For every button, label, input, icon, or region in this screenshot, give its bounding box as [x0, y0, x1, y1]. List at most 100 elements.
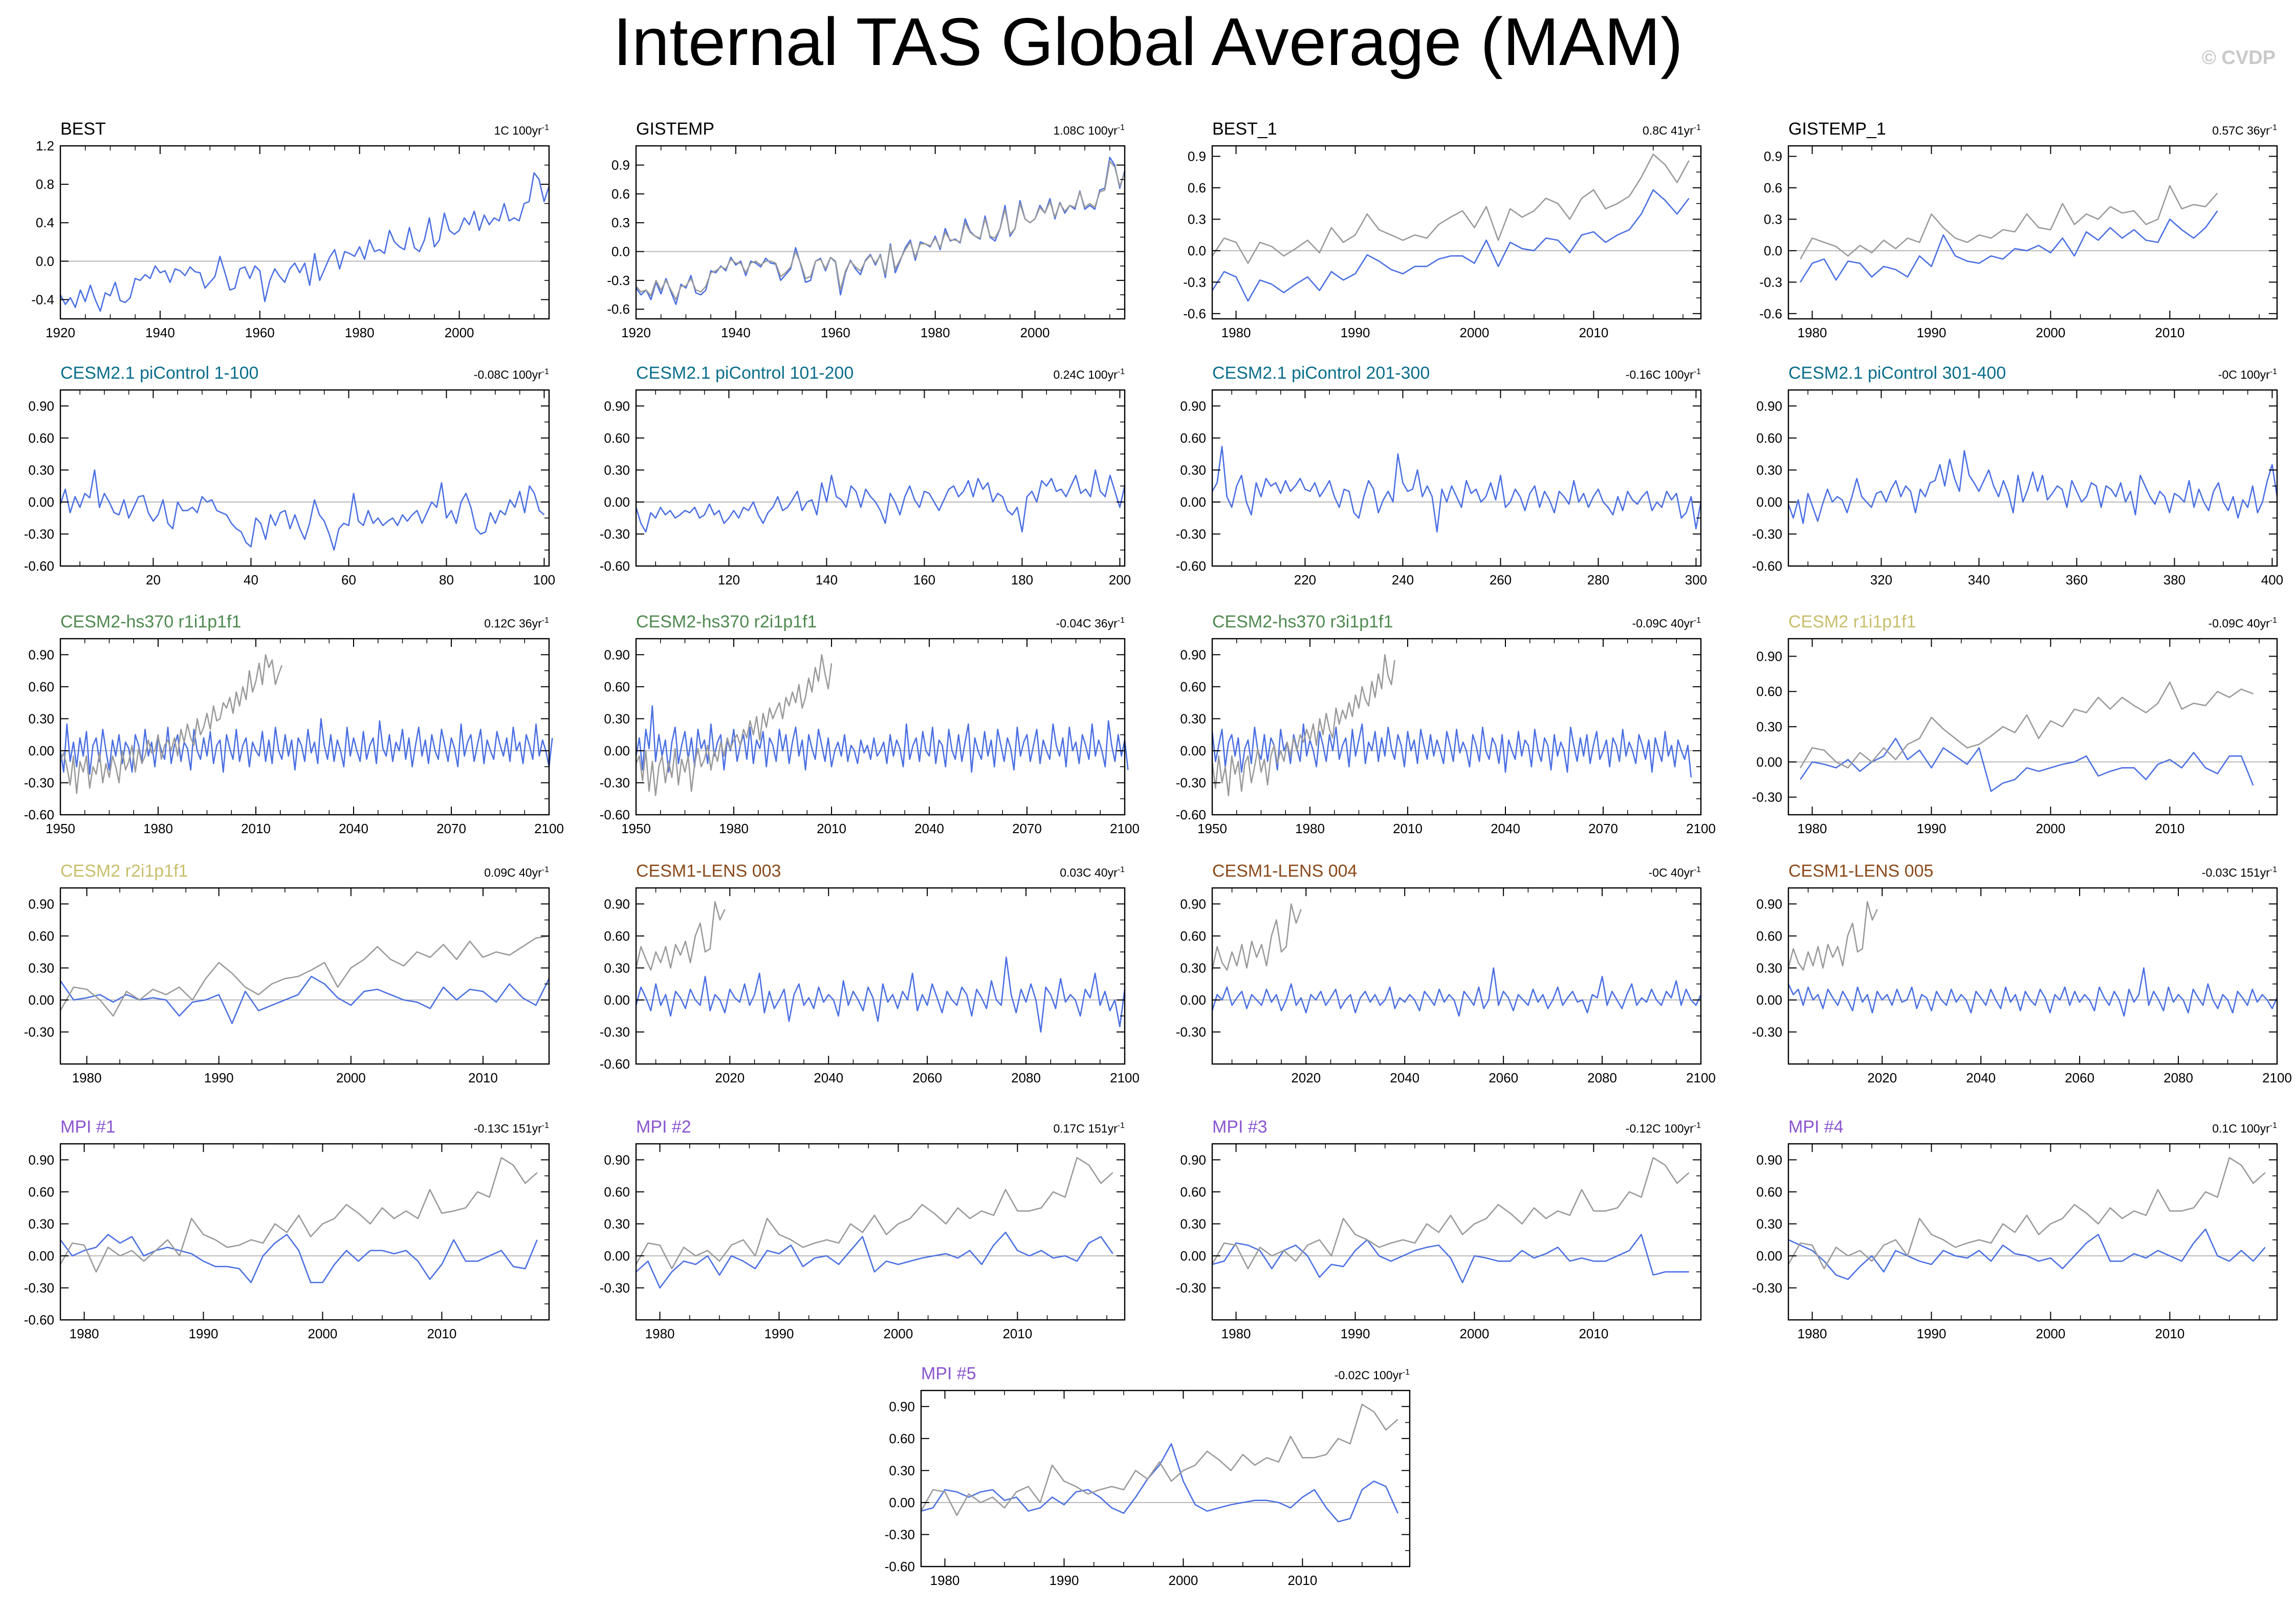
panel-title: MPI #1	[60, 1117, 116, 1137]
y-tick-label: -0.60	[600, 807, 630, 822]
y-tick-label: 0.60	[604, 430, 630, 446]
y-tick-label: -0.4	[31, 292, 54, 307]
x-tick-label: 80	[439, 572, 454, 588]
x-tick-label: 2040	[1491, 821, 1520, 836]
y-tick-label: 0.3	[1188, 211, 1206, 227]
y-tick-label: 0.00	[1756, 1248, 1782, 1264]
panel-title: MPI #3	[1212, 1117, 1267, 1137]
x-tick-label: 120	[718, 572, 740, 588]
x-tick-label: 1980	[930, 1573, 960, 1588]
plot-frame	[1211, 1143, 1702, 1321]
model-series-line	[59, 975, 550, 1025]
y-tick-label: 0.90	[28, 398, 54, 414]
trend-label: 0.1C 100yr-1	[2212, 1121, 2277, 1135]
y-tick-label: 0.0	[1188, 243, 1206, 258]
model-series-line	[59, 718, 553, 775]
y-tick-label: -0.6	[607, 301, 630, 317]
x-tick-label: 2000	[1169, 1573, 1198, 1588]
trend-label: -0C 100yr-1	[2218, 367, 2277, 381]
y-tick-label: 0.60	[1756, 1184, 1782, 1200]
plot-frame	[1787, 389, 2278, 567]
y-tick-label: 0.30	[1180, 1216, 1206, 1231]
panel-pic_4: CESM2.1 piControl 301-400 -0C 100yr-1 -0.6…	[1752, 363, 2283, 588]
observed-series-line	[635, 654, 833, 796]
plot-frame	[1787, 887, 2278, 1065]
model-series-line	[1788, 1228, 2266, 1280]
x-tick-label: 2010	[2155, 821, 2184, 836]
y-tick-label: 0.30	[1756, 1216, 1782, 1231]
x-tick-label: 2000	[445, 325, 474, 340]
y-tick-label: 0.8	[36, 177, 54, 192]
x-tick-label: 1980	[70, 1326, 99, 1341]
y-tick-label: 0.9	[1764, 148, 1782, 164]
x-tick-label: 1980	[143, 821, 173, 836]
trend-label: 0.24C 100yr-1	[1053, 367, 1125, 381]
y-tick-label: 0.00	[28, 992, 54, 1008]
x-tick-label: 1980	[1221, 325, 1251, 340]
panel-title: CESM2 r2i1p1f1	[60, 861, 188, 881]
trend-label: 0.8C 41yr-1	[1643, 123, 1701, 137]
y-tick-label: 0.30	[604, 1216, 630, 1231]
x-tick-label: 1950	[1197, 821, 1227, 836]
trend-label: 0.03C 40yr-1	[1060, 865, 1125, 879]
y-tick-label: -0.60	[885, 1559, 915, 1574]
panel-hs_2: CESM2-hs370 r2i1p1f1 -0.04C 36yr-1 -0.60 -0…	[600, 612, 1140, 836]
panel-title: CESM1-LENS 005	[1788, 861, 1933, 881]
x-tick-label: 2070	[436, 821, 466, 836]
x-tick-label: 2000	[308, 1326, 338, 1341]
y-tick-label: 0.6	[1188, 180, 1206, 195]
observed-series-line	[1800, 681, 2254, 769]
x-tick-label: 2100	[1686, 821, 1716, 836]
y-tick-label: 0.60	[889, 1431, 915, 1446]
observed-series-line	[1787, 901, 1878, 971]
x-tick-label: 360	[2066, 572, 2088, 588]
y-tick-label: 0.00	[1180, 494, 1206, 510]
observed-series-line	[1211, 903, 1302, 971]
y-tick-label: -0.60	[1176, 807, 1206, 822]
figure-title: Internal TAS Global Average (MAM)	[613, 4, 1683, 79]
y-tick-label: 0.60	[28, 679, 54, 694]
plot-frame	[59, 887, 550, 1065]
model-series-line	[1800, 210, 2218, 283]
y-tick-label: -0.6	[1183, 306, 1206, 321]
y-tick-label: 0.60	[28, 1184, 54, 1200]
x-tick-label: 220	[1294, 572, 1316, 588]
x-tick-label: 1990	[1917, 325, 1947, 340]
model-series-line	[1787, 450, 2278, 524]
x-tick-label: 100	[533, 572, 555, 588]
x-tick-label: 2010	[2155, 325, 2184, 340]
y-tick-label: 0.0	[611, 244, 630, 259]
trend-label: 0.57C 36yr-1	[2212, 123, 2277, 137]
y-tick-label: 0.60	[28, 928, 54, 944]
panel-title: GISTEMP	[636, 119, 714, 139]
trend-label: -0.09C 40yr-1	[2208, 616, 2278, 630]
x-tick-label: 2060	[2065, 1070, 2094, 1085]
x-tick-label: 2000	[1020, 325, 1050, 340]
y-tick-label: 0.30	[28, 711, 54, 726]
y-tick-label: -0.30	[600, 775, 630, 790]
x-tick-label: 140	[816, 572, 838, 588]
y-tick-label: 0.90	[1756, 648, 1782, 664]
x-tick-label: 2020	[1867, 1070, 1897, 1085]
model-series-line	[1211, 189, 1690, 302]
trend-label: 0.09C 40yr-1	[484, 865, 549, 879]
panel-lens_004: CESM1-LENS 004 -0C 40yr-1 -0.30 0.00 0.30 0.6…	[1176, 861, 1716, 1085]
y-tick-label: 0.00	[1756, 754, 1782, 770]
x-tick-label: 2040	[814, 1070, 843, 1085]
panel-mpi_1: MPI #1 -0.13C 151yr-1 -0.60 -0.30 0.00 0.30 0.…	[24, 1117, 550, 1341]
plot-frame	[1211, 638, 1702, 816]
x-tick-label: 1960	[245, 325, 275, 340]
y-tick-label: -0.30	[1176, 1024, 1206, 1039]
y-tick-label: -0.30	[600, 1024, 630, 1039]
trend-label: -0.04C 36yr-1	[1056, 616, 1125, 630]
model-series-line	[635, 157, 1126, 306]
x-tick-label: 2000	[884, 1326, 913, 1341]
x-tick-label: 2100	[2262, 1070, 2292, 1085]
y-tick-label: -0.60	[24, 1312, 54, 1328]
y-tick-label: -0.60	[600, 1056, 630, 1072]
model-series-line	[635, 957, 1126, 1033]
x-tick-label: 1920	[621, 325, 651, 340]
y-tick-label: -0.60	[600, 558, 630, 574]
y-tick-label: -0.30	[1176, 526, 1206, 541]
